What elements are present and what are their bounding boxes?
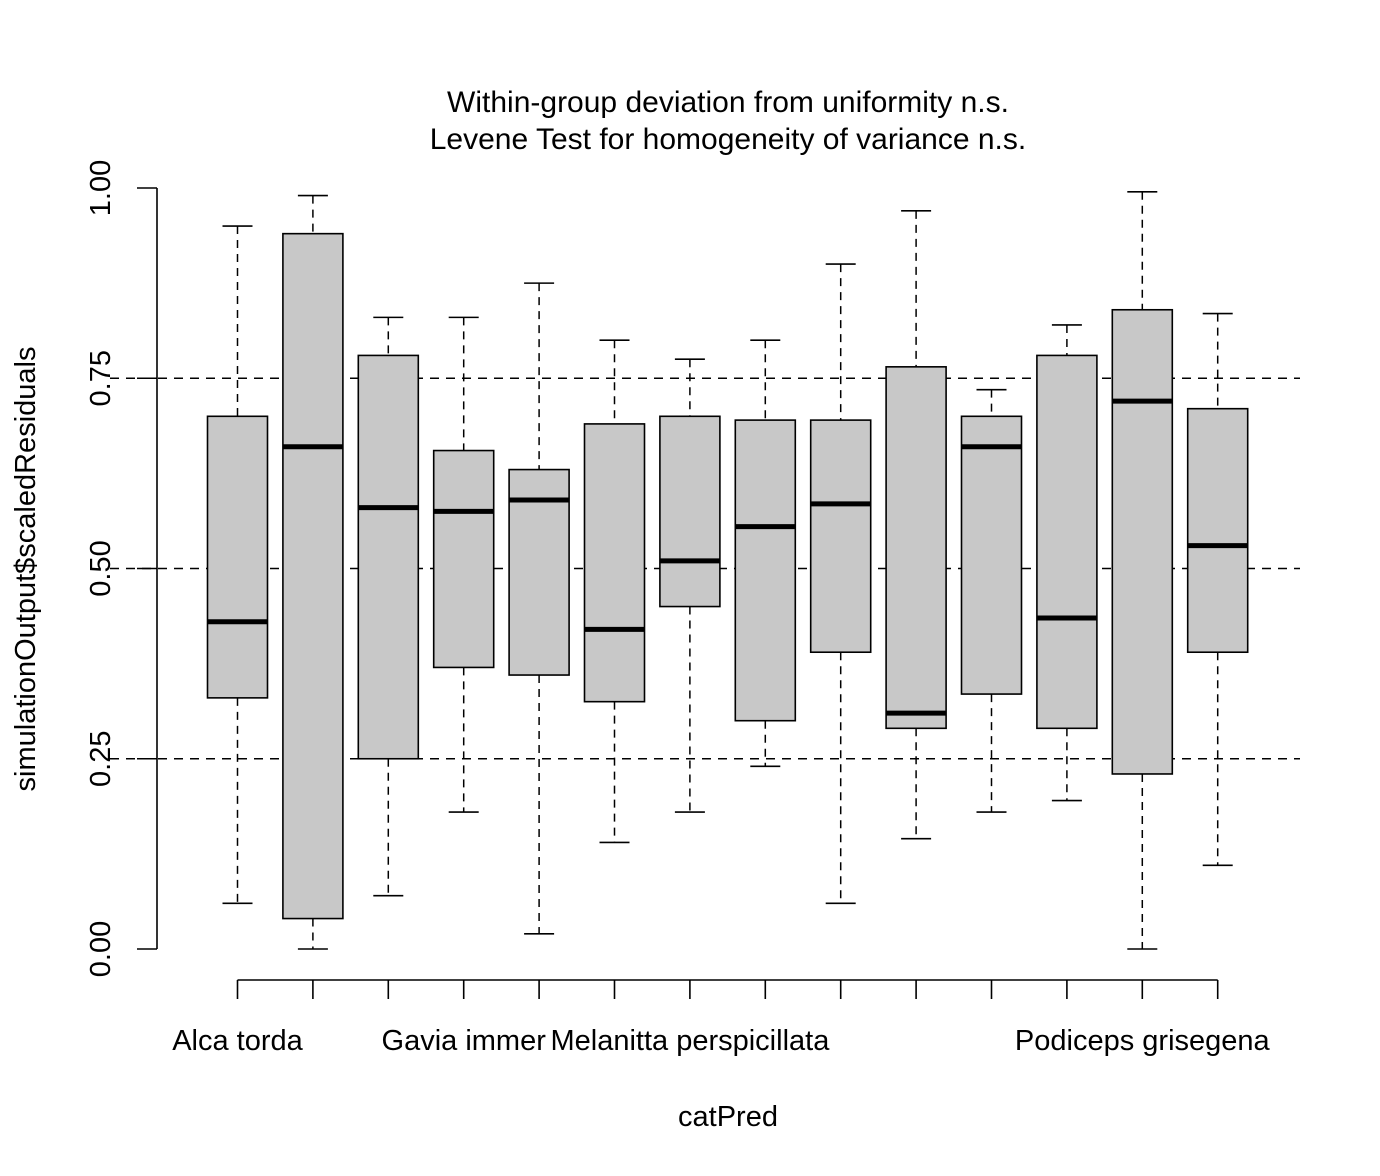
x-tick-label: Melanitta perspicillata xyxy=(550,1025,830,1057)
y-tick-label: 0.50 xyxy=(85,540,117,596)
box-group xyxy=(885,210,947,840)
y-axis-label: simulationOutput$scaledResiduals xyxy=(10,347,42,792)
x-axis-label: catPred xyxy=(678,1101,778,1133)
x-tick-label: Alca torda xyxy=(172,1025,303,1057)
x-tick-label: Gavia immer xyxy=(382,1025,547,1057)
box-iqr xyxy=(1186,407,1249,654)
box-iqr xyxy=(357,354,420,760)
box-iqr xyxy=(960,415,1023,695)
box-group xyxy=(1036,324,1098,802)
box-iqr xyxy=(508,468,570,676)
x-axis: Alca torda Gavia immer Melanitta perspicil… xyxy=(172,979,1271,1057)
y-tick-label: 0.00 xyxy=(85,921,117,977)
box-iqr xyxy=(432,449,495,669)
chart-title: Within-group deviation from uniformity n… xyxy=(447,86,1009,119)
box-group xyxy=(809,263,872,905)
box-group xyxy=(583,339,646,844)
y-tick-label: 1.00 xyxy=(85,160,117,216)
box-iqr xyxy=(1036,354,1098,730)
box-iqr xyxy=(1111,308,1174,775)
y-tick-label: 0.25 xyxy=(85,731,117,787)
box-iqr xyxy=(659,415,721,608)
chart-subtitle: Levene Test for homogeneity of variance … xyxy=(430,123,1026,156)
box-iqr xyxy=(583,423,646,703)
box-iqr xyxy=(734,419,797,722)
box-group xyxy=(659,358,721,813)
box-group xyxy=(432,316,495,813)
box-group xyxy=(357,316,420,897)
box-group xyxy=(960,388,1023,813)
y-tick-label: 0.75 xyxy=(85,350,117,406)
x-tick-label: Podiceps grisegena xyxy=(1015,1025,1271,1057)
box-group xyxy=(282,194,344,950)
box-group xyxy=(206,225,269,905)
box-iqr xyxy=(885,366,947,730)
box-group xyxy=(1186,312,1249,867)
boxes xyxy=(206,191,1249,950)
box-iqr xyxy=(282,232,344,920)
box-iqr xyxy=(206,415,269,699)
box-group xyxy=(508,282,570,935)
box-iqr xyxy=(809,419,872,654)
box-group xyxy=(734,339,797,768)
box-group xyxy=(1111,191,1174,950)
y-axis: 0.00 0.25 0.50 0.75 1.00 xyxy=(85,160,158,977)
